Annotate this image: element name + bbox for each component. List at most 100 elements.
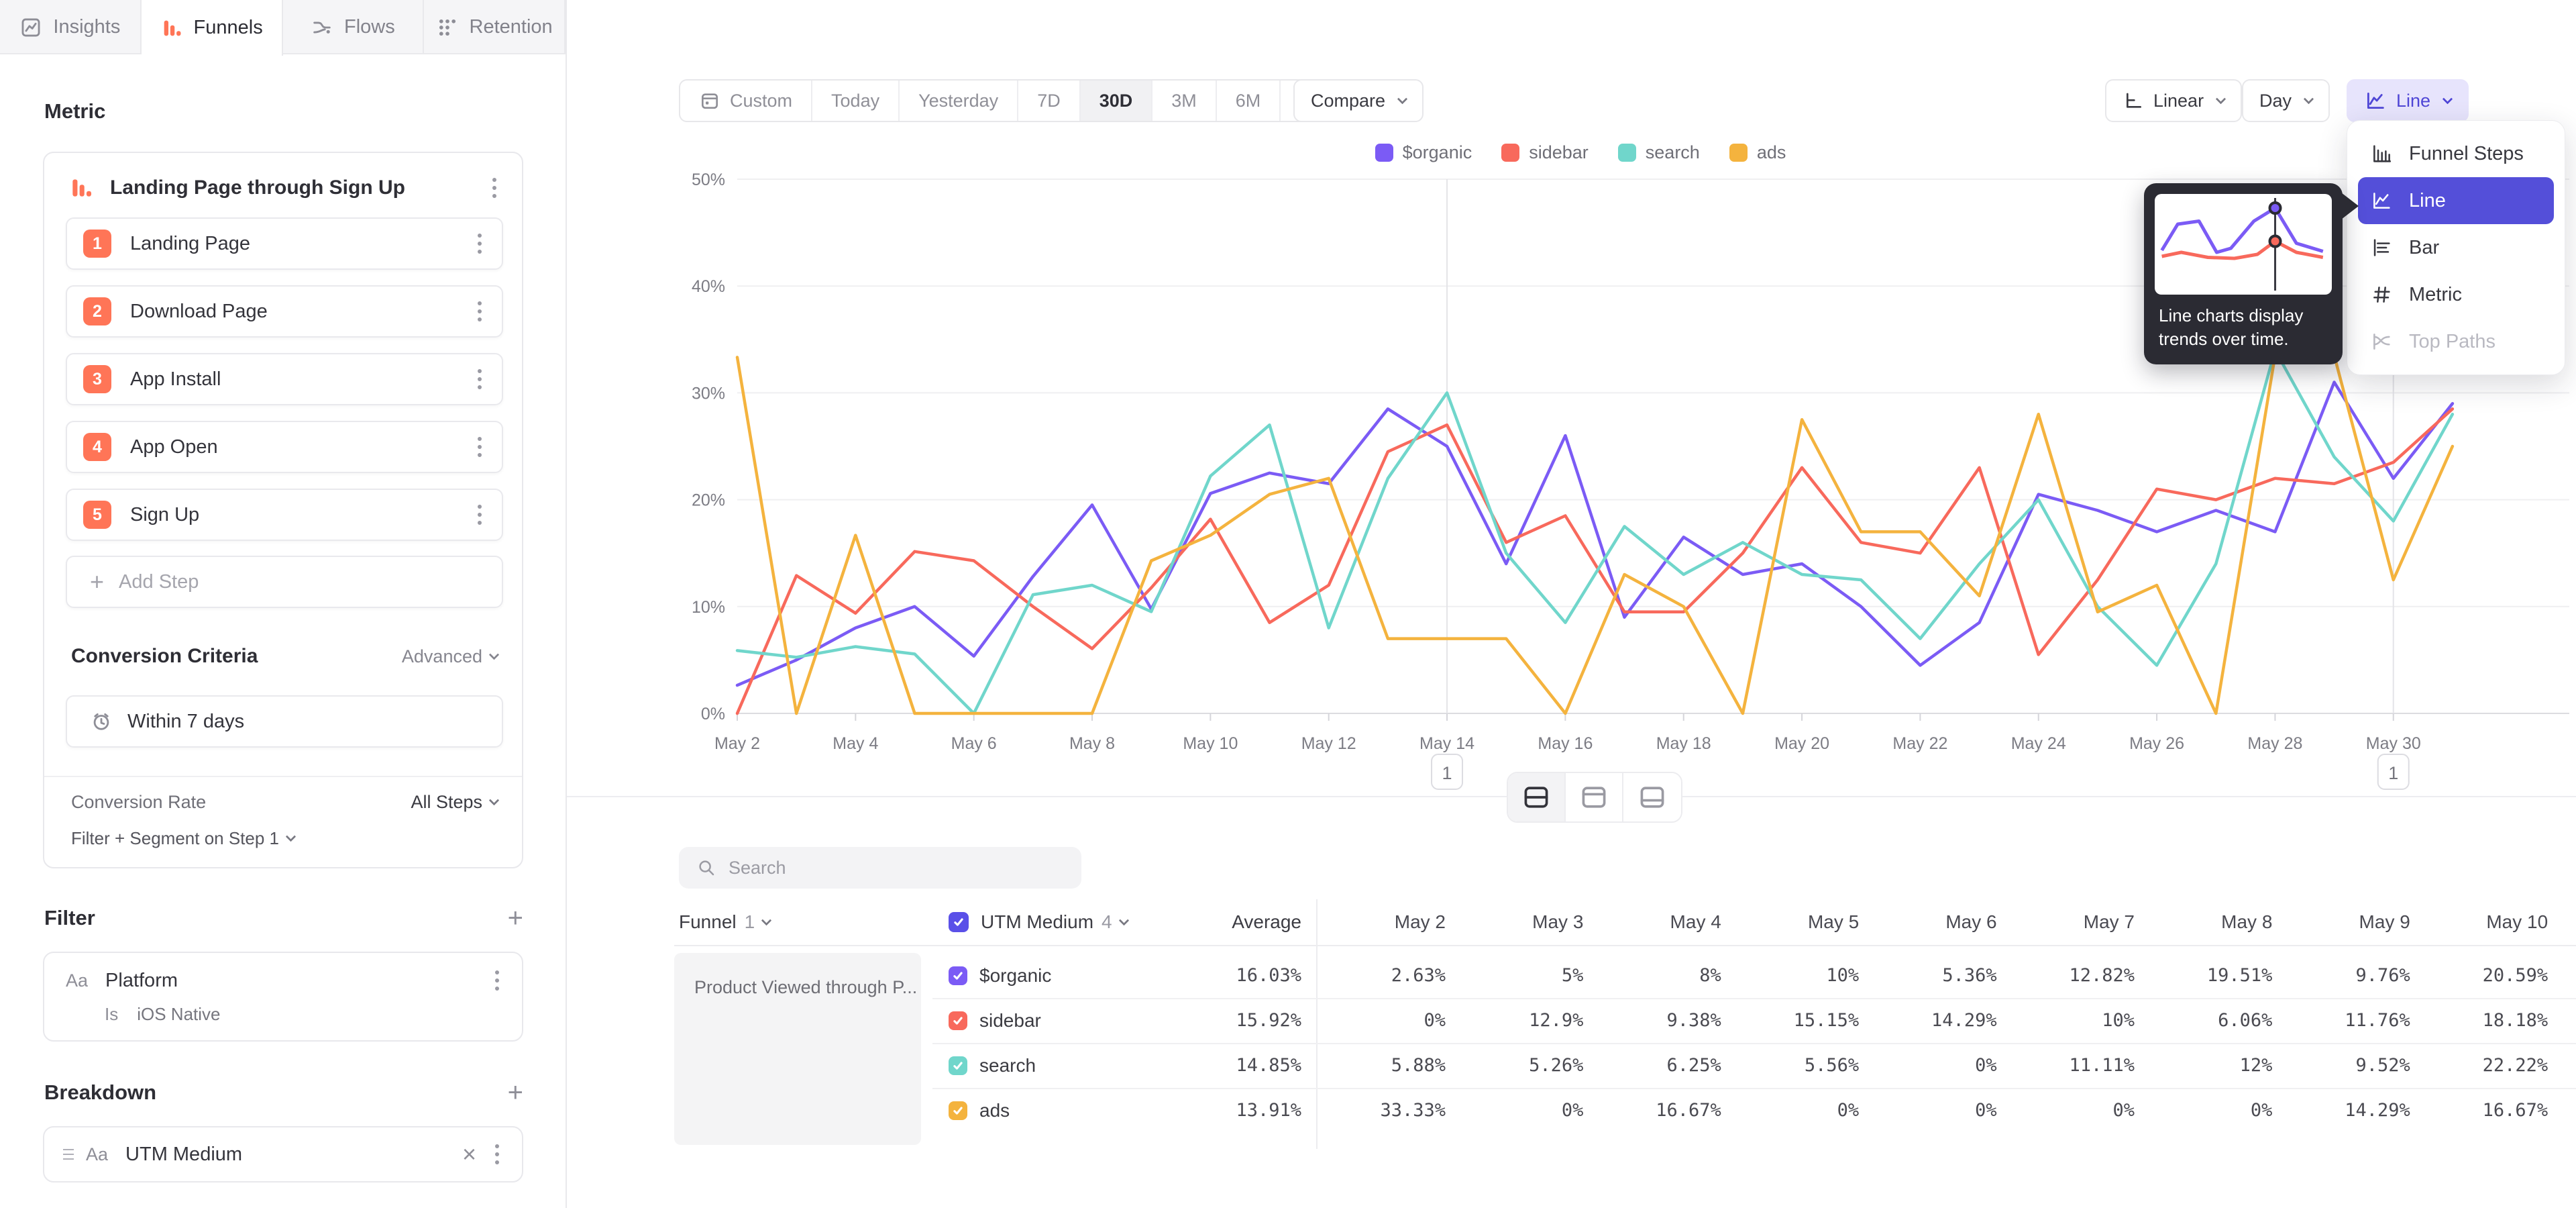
- advanced-dropdown[interactable]: Advanced: [402, 646, 500, 667]
- average-value: 15.92%: [1236, 1010, 1301, 1031]
- cell-value: 9.38%: [1666, 1010, 1721, 1031]
- chart-only-view-button[interactable]: [1566, 773, 1623, 821]
- filter-operator[interactable]: Is: [105, 1004, 119, 1024]
- header-divider: [674, 945, 2576, 946]
- add-breakdown-button[interactable]: +: [507, 1078, 523, 1107]
- series-checkbox[interactable]: [949, 966, 967, 985]
- funnel-menu-kebab-icon[interactable]: [488, 174, 500, 202]
- line-chart-canvas[interactable]: 0% 10% 20% 30% 40% 50% May 2 May 4 May 6 May 8 May…: [567, 161, 2576, 805]
- breakdown-kebab-icon[interactable]: [491, 1140, 503, 1168]
- tab-funnels[interactable]: Funnels: [141, 0, 283, 56]
- all-steps-dropdown[interactable]: All Steps: [411, 792, 500, 813]
- cell-value: 10%: [2102, 1010, 2135, 1031]
- filter-value[interactable]: iOS Native: [137, 1004, 221, 1024]
- drag-handle-icon[interactable]: [63, 1149, 74, 1160]
- average-value: 13.91%: [1236, 1100, 1301, 1121]
- funnel-step-3[interactable]: 3 App Install: [66, 353, 503, 405]
- menu-item-funnel-steps[interactable]: Funnel Steps: [2358, 130, 2554, 177]
- date-range-7d[interactable]: 7D: [1018, 81, 1081, 121]
- series-checkbox[interactable]: [949, 1011, 967, 1030]
- step-kebab-icon[interactable]: [474, 365, 486, 393]
- compare-button[interactable]: Compare: [1293, 79, 1424, 122]
- date-range-6m[interactable]: 6M: [1217, 81, 1281, 121]
- tab-bar: Insights Funnels Flows Retention: [0, 0, 566, 56]
- date-range-yesterday[interactable]: Yesterday: [900, 81, 1019, 121]
- step-kebab-icon[interactable]: [474, 501, 486, 529]
- chart-only-view-icon: [1579, 783, 1609, 812]
- filter-segment-dropdown[interactable]: Filter + Segment on Step 1: [71, 828, 297, 849]
- top-paths-icon: [2370, 330, 2393, 353]
- cell-value: 14.29%: [2345, 1100, 2410, 1121]
- date-column-header: May 5: [1807, 911, 1860, 932]
- series-checkbox[interactable]: [949, 1101, 967, 1120]
- add-filter-button[interactable]: +: [507, 903, 523, 933]
- svg-text:May 24: May 24: [2011, 734, 2066, 753]
- funnel-step-1[interactable]: 1 Landing Page: [66, 217, 503, 270]
- menu-item-line[interactable]: Line: [2358, 177, 2554, 224]
- filter-kebab-icon[interactable]: [491, 966, 503, 995]
- legend-swatch: [1729, 144, 1748, 162]
- step-label: App Install: [130, 368, 221, 390]
- step-kebab-icon[interactable]: [474, 230, 486, 258]
- svg-text:May 20: May 20: [1774, 734, 1829, 753]
- funnels-icon: [160, 17, 183, 40]
- cell-value: 15.15%: [1793, 1010, 1860, 1031]
- svg-text:1: 1: [2388, 763, 2398, 783]
- tab-retention[interactable]: Retention: [424, 0, 566, 54]
- legend-item-sidebar[interactable]: sidebar: [1501, 142, 1589, 163]
- breakdown-property: UTM Medium: [125, 1143, 243, 1165]
- select-all-checkbox[interactable]: [949, 912, 969, 932]
- funnel-step-5[interactable]: 5 Sign Up: [66, 489, 503, 541]
- add-step-button[interactable]: + Add Step: [66, 556, 503, 608]
- chevron-down-icon: [1397, 93, 1408, 104]
- conversion-window-button[interactable]: Within 7 days: [66, 695, 503, 748]
- funnel-header[interactable]: Landing Page through Sign Up: [68, 169, 500, 207]
- table-row-ads[interactable]: ads: [949, 1088, 1010, 1133]
- legend-item-search[interactable]: search: [1617, 142, 1700, 163]
- series-checkbox[interactable]: [949, 1056, 967, 1075]
- conversion-rate-label: Conversion Rate: [71, 792, 207, 812]
- date-column-header: May 7: [2083, 911, 2135, 932]
- date-range-custom[interactable]: Custom: [680, 81, 813, 121]
- funnel-step-2[interactable]: 2 Download Page: [66, 285, 503, 338]
- date-range-30d[interactable]: 30D: [1080, 81, 1153, 121]
- row-divider: [932, 1043, 2576, 1044]
- row-divider: [932, 998, 2576, 999]
- remove-breakdown-icon[interactable]: ×: [462, 1140, 476, 1168]
- menu-item-bar[interactable]: Bar: [2358, 224, 2554, 271]
- row-group-cell[interactable]: Product Viewed through P...: [674, 953, 921, 1145]
- series-name: ads: [979, 1099, 1010, 1121]
- table-row-sidebar[interactable]: sidebar: [949, 998, 1041, 1043]
- svg-text:10%: 10%: [692, 598, 725, 617]
- split-view-button[interactable]: [1508, 773, 1566, 821]
- legend-swatch: [1501, 144, 1520, 162]
- tab-flows[interactable]: Flows: [283, 0, 425, 54]
- average-column-header: Average: [1232, 911, 1301, 932]
- breakdown-column-header[interactable]: UTM Medium 4: [949, 899, 1129, 945]
- menu-item-metric[interactable]: Metric: [2358, 271, 2554, 318]
- scale-dropdown[interactable]: Linear: [2105, 79, 2243, 122]
- legend-item-organic[interactable]: $organic: [1375, 142, 1472, 163]
- tooltip-arrow: [2341, 193, 2359, 219]
- step-kebab-icon[interactable]: [474, 297, 486, 325]
- date-column-header: May 9: [2359, 911, 2410, 932]
- table-row-organic[interactable]: $organic: [949, 953, 1051, 998]
- retention-icon: [436, 16, 459, 39]
- filter-card[interactable]: Aa Platform Is iOS Native: [43, 952, 523, 1042]
- granularity-dropdown[interactable]: Day: [2242, 79, 2330, 122]
- tab-insights[interactable]: Insights: [0, 0, 142, 54]
- legend-item-ads[interactable]: ads: [1729, 142, 1786, 163]
- filter-title: Filter: [44, 906, 95, 929]
- date-range-today[interactable]: Today: [812, 81, 900, 121]
- date-range-3m[interactable]: 3M: [1152, 81, 1217, 121]
- funnel-step-4[interactable]: 4 App Open: [66, 421, 503, 473]
- step-kebab-icon[interactable]: [474, 433, 486, 461]
- cell-value: 16.67%: [2482, 1100, 2548, 1121]
- table-row-search[interactable]: search: [949, 1043, 1036, 1088]
- funnel-column-header[interactable]: Funnel 1: [679, 899, 772, 945]
- search-input[interactable]: [729, 857, 1010, 878]
- chart-type-dropdown[interactable]: Line: [2347, 79, 2469, 122]
- cell-value: 0%: [2112, 1100, 2135, 1121]
- breakdown-card[interactable]: Aa UTM Medium ×: [43, 1126, 523, 1182]
- table-only-view-button[interactable]: [1623, 773, 1681, 821]
